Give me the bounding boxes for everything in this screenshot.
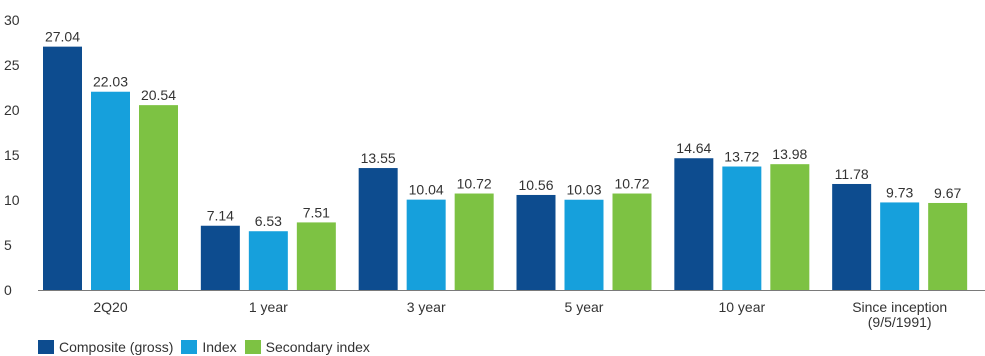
y-tick-label: 10	[4, 192, 20, 208]
data-label: 13.72	[724, 149, 759, 165]
data-label: 27.04	[45, 29, 80, 45]
x-tick-label: 2Q20	[93, 299, 127, 315]
y-tick-label: 20	[4, 102, 20, 118]
bar	[406, 199, 446, 290]
bar	[139, 105, 178, 290]
data-label: 22.03	[93, 74, 128, 90]
data-label: 11.78	[835, 166, 869, 182]
data-label: 14.64	[676, 140, 711, 156]
data-label: 10.72	[457, 176, 492, 192]
bar	[91, 91, 130, 290]
legend: Composite (gross) Index Secondary index	[38, 338, 378, 356]
bar	[612, 193, 652, 290]
bar	[248, 231, 288, 290]
data-label: 9.67	[934, 185, 961, 201]
data-label: 10.56	[518, 177, 553, 193]
x-tick-label: 3 year	[407, 299, 446, 315]
legend-label-index: Index	[202, 339, 237, 355]
bar	[454, 193, 494, 290]
data-label: 7.51	[303, 204, 330, 220]
y-tick-label: 5	[4, 237, 12, 253]
data-label: 20.54	[141, 87, 176, 103]
bar	[674, 158, 714, 290]
data-label: 13.98	[772, 146, 807, 162]
y-tick-label: 15	[4, 147, 20, 163]
data-label: 6.53	[255, 213, 282, 229]
y-tick-label: 30	[4, 12, 20, 28]
y-tick-label: 25	[4, 57, 20, 73]
legend-swatch-composite	[38, 340, 54, 354]
x-tick-label: 1 year	[249, 299, 288, 315]
bar	[770, 164, 810, 290]
x-tick-label: Since inception	[852, 299, 947, 315]
bar	[832, 183, 872, 290]
legend-swatch-index	[181, 340, 198, 354]
bar	[200, 225, 240, 290]
bar	[928, 202, 968, 290]
bar	[296, 222, 336, 290]
legend-swatch-secondary-index	[244, 340, 261, 354]
data-label: 7.14	[207, 208, 234, 224]
data-labels: 27.04 22.03 20.54 7.14 6.53 7.51 13.55 10.04 10.…	[45, 29, 962, 230]
x-tick-label: 10 year	[718, 299, 765, 315]
data-label: 9.73	[886, 184, 913, 200]
data-label: 10.72	[614, 176, 649, 192]
bar	[722, 166, 762, 290]
y-tick-label: 0	[4, 282, 12, 298]
bars	[43, 46, 968, 290]
legend-label-secondary-index: Secondary index	[265, 339, 370, 355]
bar	[358, 168, 398, 290]
legend-item-index: Index	[181, 339, 237, 355]
bar	[516, 194, 556, 290]
legend-label-composite: Composite (gross)	[59, 339, 174, 355]
data-label: 10.04	[409, 182, 444, 198]
bar	[880, 202, 920, 290]
x-tick-label: 5 year	[565, 299, 604, 315]
legend-item-composite: Composite (gross)	[38, 339, 173, 355]
data-label: 10.03	[566, 182, 601, 198]
data-label: 13.55	[361, 150, 396, 166]
axes: 0 5 10 15 20 25 30 2Q20 1 year 3 year 5 year 10 yea…	[4, 12, 985, 330]
legend-item-secondary-index: Secondary index	[244, 339, 370, 355]
bar	[43, 46, 82, 290]
bar	[564, 199, 604, 290]
x-tick-label: (9/5/1991)	[868, 314, 932, 330]
